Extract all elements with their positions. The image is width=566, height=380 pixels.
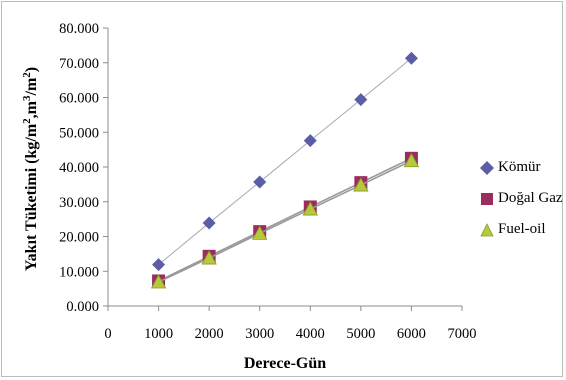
series-0 [152, 51, 418, 272]
y-tick-label: 40.000 [59, 160, 99, 176]
series-line [158, 160, 412, 283]
data-point [202, 216, 216, 230]
x-tick-label: 1000 [144, 326, 173, 342]
y-title-sup1: 2 [21, 118, 33, 124]
x-tick-label: 2000 [195, 326, 224, 342]
legend-item-komur: Kömür [480, 152, 566, 183]
x-ticks: 0 1000 2000 3000 4000 5000 6000 7000 [104, 306, 477, 342]
series-layer [150, 51, 420, 289]
y-tick-label: 10.000 [59, 264, 99, 280]
data-point [150, 274, 167, 289]
legend-item-fuel-oil: Fuel-oil [480, 214, 566, 245]
data-point [303, 134, 317, 148]
y-title-sup2: 3 [21, 95, 33, 101]
y-tick-label: 20.000 [59, 230, 99, 246]
y-title-sup3: 2 [21, 72, 33, 78]
x-tick-label: 3000 [245, 326, 274, 342]
data-point [201, 250, 217, 265]
y-title-middle: ,m [23, 100, 40, 118]
legend-item-dogal-gaz: Doğal Gaz [480, 183, 566, 214]
legend-label-komur: Kömür [498, 159, 541, 175]
data-point [354, 93, 368, 107]
data-point [253, 175, 267, 189]
y-axis-title: Yakıt Tüketimi (kg/m2,m3/m2) [21, 67, 40, 271]
legend-label-fuel-oil: Fuel-oil [498, 221, 546, 237]
data-point [403, 152, 420, 168]
x-tick-label: 0 [104, 326, 111, 342]
y-tick-label: 50.000 [59, 125, 99, 141]
x-tick-label: 7000 [448, 326, 477, 342]
y-title-prefix: Yakıt Tüketimi (kg/m [23, 123, 40, 271]
y-tick-label: 80.000 [59, 21, 99, 37]
y-ticks: 0.000 10.000 20.000 30.000 40.000 50.000 60.00… [59, 21, 108, 315]
y-tick-label: 60.000 [59, 91, 99, 107]
series-1 [152, 151, 418, 288]
series-line [158, 157, 412, 282]
y-tick-label: 30.000 [59, 195, 99, 211]
data-point [252, 225, 268, 240]
x-tick-label: 4000 [296, 326, 325, 342]
x-axis-title: Derece-Gün [244, 355, 326, 372]
series-line [158, 57, 412, 266]
x-tick-label: 6000 [397, 326, 426, 342]
square-marker-icon [481, 192, 493, 205]
data-point [404, 51, 418, 65]
y-title-suffix: ) [23, 67, 40, 72]
x-tick-label: 5000 [346, 326, 375, 342]
data-point [302, 201, 318, 216]
y-tick-label: 0.000 [66, 299, 99, 315]
series-2 [150, 152, 420, 289]
data-point [152, 258, 166, 272]
y-tick-label: 70.000 [59, 56, 99, 72]
legend: Kömür Doğal Gaz Fuel-oil [480, 152, 566, 245]
diamond-marker-icon [480, 160, 494, 175]
data-point [353, 177, 369, 192]
legend-label-dogal-gaz: Doğal Gaz [498, 190, 563, 206]
y-title-middle2: /m [23, 77, 40, 96]
triangle-marker-icon [480, 222, 494, 236]
